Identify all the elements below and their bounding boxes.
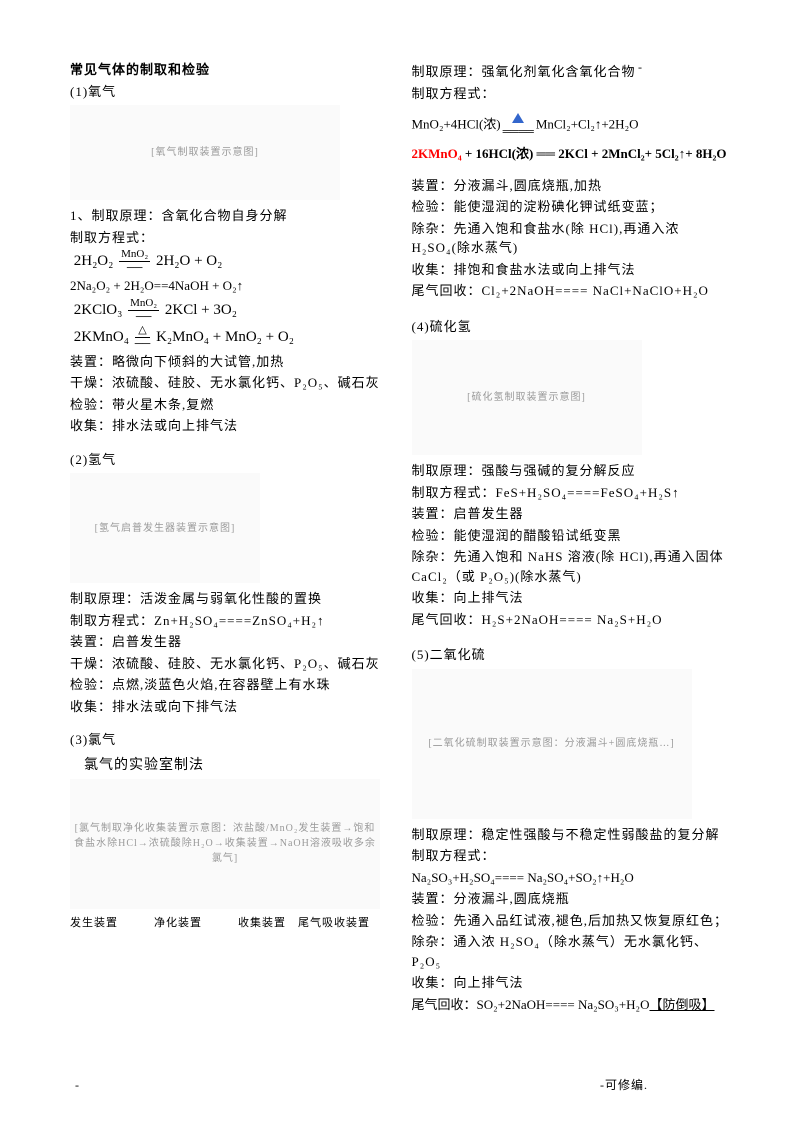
footer-right: -可修编. [600, 1076, 648, 1094]
cl2-purify: 除杂：先通入饱和食盐水(除 HCl),再通入浓 H₂SO₄(除水蒸气) [412, 219, 734, 258]
h2s-apparatus-figure: [硫化氢制取装置示意图] [412, 340, 642, 455]
o2-device: 装置：略微向下倾斜的大试管,加热 [70, 352, 392, 372]
cl2-subtitle: 氯气的实验室制法 [84, 754, 392, 775]
o2-eq3: 2KClO₃ MnO₂── 2KCl + 3O₂ [70, 298, 392, 323]
h2-apparatus-figure: [氢气启普发生器装置示意图] [70, 473, 260, 583]
cl2-tail: 尾气回收：Cl₂+2NaOH==== NaCl+NaClO+H₂O [412, 281, 734, 301]
h2-device: 装置：启普发生器 [70, 632, 392, 652]
h2s-eq: 制取方程式：FeS+H₂SO₄====FeSO₄+H₂S↑ [412, 483, 734, 503]
o2-eq1-cond: MnO₂── [119, 249, 150, 274]
h2s-collect: 收集：向上排气法 [412, 588, 734, 608]
cl2-eq-label: 制取方程式： [412, 84, 734, 104]
cl2-eq1-text-pre: MnO₂+4HCl(浓) [412, 116, 501, 131]
cl2-principle: 制取原理：强氧化剂氧化含氧化合物 [412, 62, 734, 82]
o2-test: 检验：带火星木条,复燃 [70, 395, 392, 415]
o2-dry: 干燥：浓硫酸、硅胶、无水氯化钙、P₂O₅、碱石灰 [70, 373, 392, 393]
o2-eq-label: 制取方程式： [70, 228, 392, 248]
so2-purify: 除杂：通入浓 H₂SO₄（除水蒸气）无水氯化钙、P₂O₅ [412, 932, 734, 971]
cl2-eq2-mid: + 16HCl(浓) ══ 2KCl + 2MnCl₂+ 5Cl₂ [462, 146, 679, 161]
h2-collect: 收集：排水法或向下排气法 [70, 697, 392, 717]
o2-apparatus-figure: [氧气制取装置示意图] [70, 105, 340, 200]
so2-eq: Na₂SO₃+H₂SO₄==== Na₂SO₄+SO₂↑+H₂O [412, 868, 734, 888]
o2-eq1-left: 2H₂O₂ [74, 253, 114, 269]
h2-test: 检验：点燃,淡蓝色火焰,在容器壁上有水珠 [70, 675, 392, 695]
so2-test: 检验：先通入品红试液,褪色,后加热又恢复原红色； [412, 911, 734, 931]
heat-triangle-icon [512, 113, 524, 123]
so2-tail-pre: 尾气回收：SO₂+2NaOH==== Na₂SO₃+H₂O [412, 997, 650, 1012]
o2-eq4-left: 2KMnO₄ [74, 328, 129, 344]
cl2-eq2-right: + 8H₂O [685, 146, 726, 161]
so2-collect: 收集：向上排气法 [412, 973, 734, 993]
h2s-principle: 制取原理：强酸与强碱的复分解反应 [412, 461, 734, 481]
so2-tail-highlight: 【防倒吸】 [649, 997, 714, 1012]
cl2-apparatus-figure: [氯气制取净化收集装置示意图：浓盐酸/MnO₂发生装置→饱和食盐水除HCl→浓硫… [70, 779, 380, 909]
h2-eq: 制取方程式：Zn+H₂SO₄====ZnSO₄+H₂↑ [70, 611, 392, 631]
o2-eq3-left: 2KClO₃ [74, 301, 123, 317]
left-column: 常见气体的制取和检验 (1)氧气 [氧气制取装置示意图] 1、制取原理：含氧化合… [70, 60, 392, 1016]
h2s-heading: (4)硫化氢 [412, 317, 734, 337]
so2-apparatus-figure: [二氧化硫制取装置示意图：分液漏斗+圆底烧瓶…] [412, 669, 692, 819]
h2s-test: 检验：能使湿润的醋酸铅试纸变黑 [412, 526, 734, 546]
cl2-eq1-cond: ════ [503, 113, 534, 138]
cl2-eq2: 2KMnO₄ + 16HCl(浓) ══ 2KCl + 2MnCl₂+ 5Cl₂… [412, 144, 734, 164]
page-footer: - -可修编. [0, 1076, 793, 1094]
cl2-apparatus-labels: 发生装置 净化装置 收集装置 尾气吸收装置 [70, 915, 392, 932]
o2-eq4-right: K₂MnO₄ + MnO₂ + O₂ [156, 328, 294, 344]
h2s-tail: 尾气回收：H₂S+2NaOH==== Na₂S+H₂O [412, 610, 734, 630]
cl2-eq2-left: 2KMnO₄ [412, 146, 462, 161]
cl2-eq1-text-post: MnCl₂+Cl₂↑+2H₂O [536, 116, 639, 131]
o2-heading: (1)氧气 [70, 82, 392, 102]
o2-eq2: 2Na₂O₂ + 2H₂O==4NaOH + O₂↑ [70, 276, 392, 296]
so2-device: 装置：分液漏斗,圆底烧瓶 [412, 889, 734, 909]
h2s-device: 装置：启普发生器 [412, 504, 734, 524]
footer-left: - [75, 1076, 80, 1094]
h2-principle: 制取原理：活泼金属与弱氧化性酸的置换 [70, 589, 392, 609]
h2s-purify: 除杂：先通入饱和 NaHS 溶液(除 HCl),再通入固体 CaCl₂（或 P₂… [412, 547, 734, 586]
o2-eq3-right: 2KCl + 3O₂ [165, 301, 237, 317]
header-dash-right: - [638, 58, 643, 76]
h2-heading: (2)氢气 [70, 450, 392, 470]
h2-dry: 干燥：浓硫酸、硅胶、无水氯化钙、P₂O₅、碱石灰 [70, 654, 392, 674]
cl2-eq1: MnO₂+4HCl(浓)════MnCl₂+Cl₂↑+2H₂O [412, 113, 734, 138]
o2-eq1-right: 2H₂O + O₂ [156, 253, 222, 269]
o2-eq4-cond: △── [135, 325, 151, 350]
so2-eq-label: 制取方程式： [412, 846, 734, 866]
o2-eq3-cond: MnO₂── [128, 298, 159, 323]
header-dash-left: - [75, 58, 80, 76]
cl2-collect: 收集：排饱和食盐水法或向上排气法 [412, 260, 734, 280]
cl2-device: 装置：分液漏斗,圆底烧瓶,加热 [412, 176, 734, 196]
o2-eq1: 2H₂O₂ MnO₂── 2H₂O + O₂ [70, 249, 392, 274]
o2-collect: 收集：排水法或向上排气法 [70, 416, 392, 436]
so2-tail: 尾气回收：SO₂+2NaOH==== Na₂SO₃+H₂O【防倒吸】 [412, 995, 734, 1015]
page: - - 常见气体的制取和检验 (1)氧气 [氧气制取装置示意图] 1、制取原理：… [0, 0, 793, 1122]
o2-eq4: 2KMnO₄ △── K₂MnO₄ + MnO₂ + O₂ [70, 325, 392, 350]
cl2-test: 检验：能使湿润的淀粉碘化钾试纸变蓝； [412, 197, 734, 217]
two-column-layout: 常见气体的制取和检验 (1)氧气 [氧气制取装置示意图] 1、制取原理：含氧化合… [70, 60, 733, 1016]
so2-heading: (5)二氧化硫 [412, 645, 734, 665]
doc-title: 常见气体的制取和检验 [70, 60, 392, 80]
o2-principle: 1、制取原理：含氧化合物自身分解 [70, 206, 392, 226]
right-column: 制取原理：强氧化剂氧化含氧化合物 制取方程式： MnO₂+4HCl(浓)════… [412, 60, 734, 1016]
cl2-heading: (3)氯气 [70, 730, 392, 750]
so2-principle: 制取原理：稳定性强酸与不稳定性弱酸盐的复分解 [412, 825, 734, 845]
